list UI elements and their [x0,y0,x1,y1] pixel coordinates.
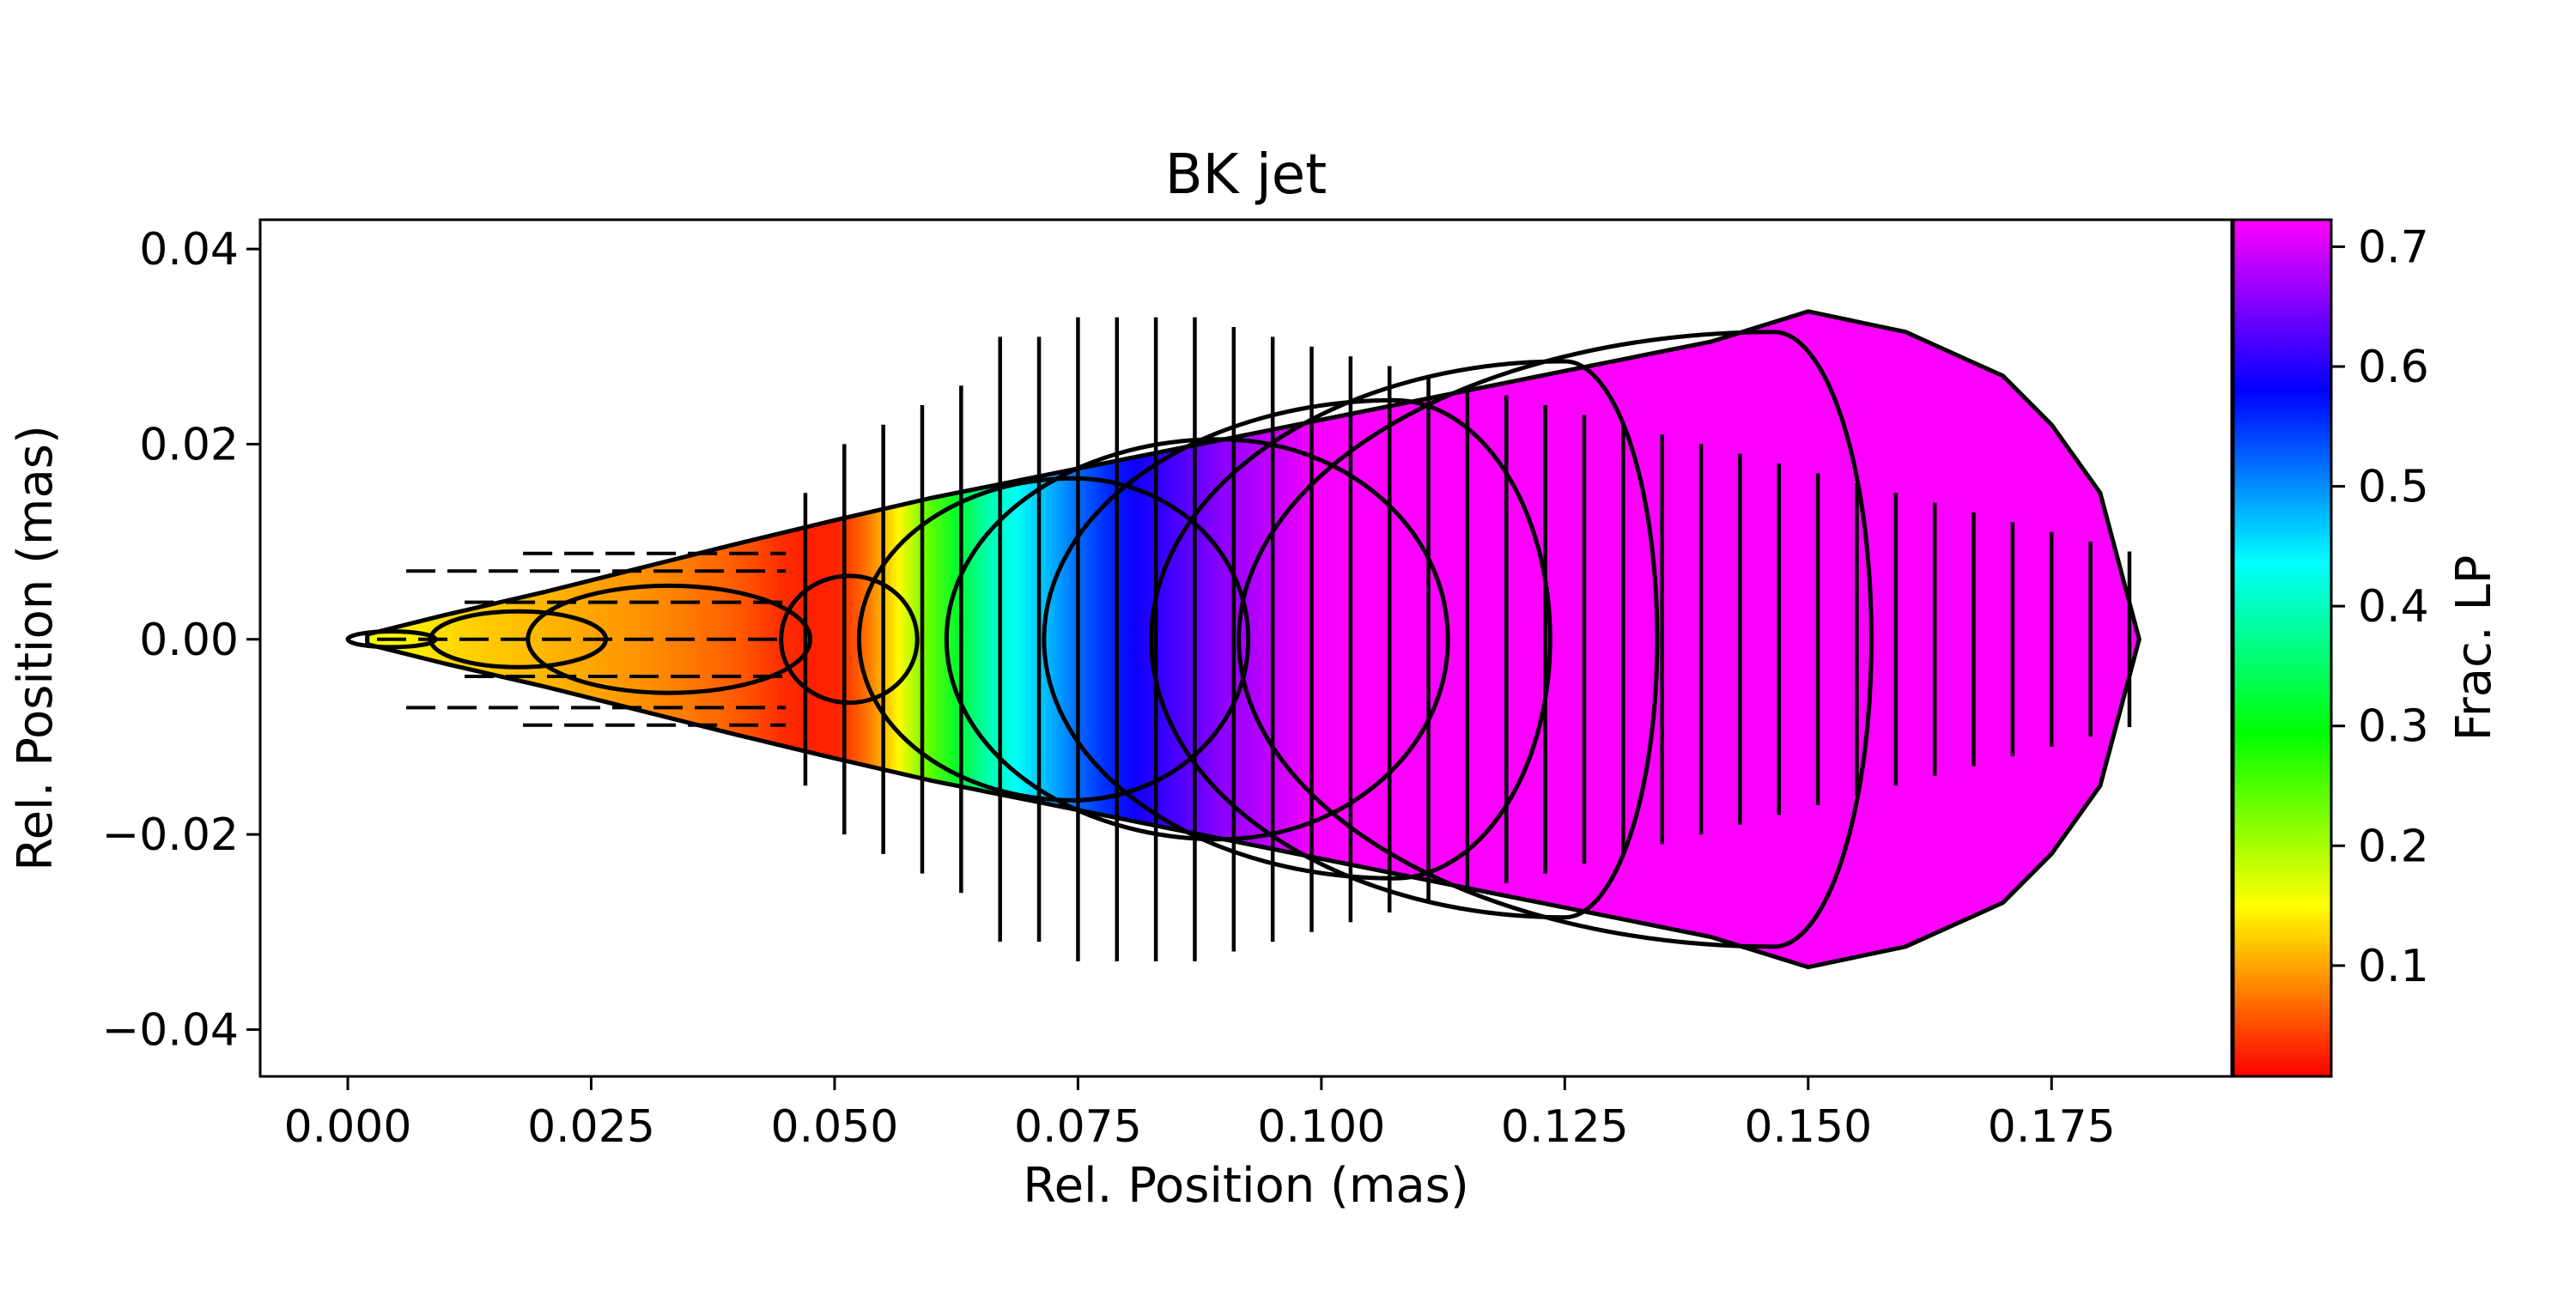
plot-area [346,309,2142,970]
intensity-contour [1150,359,1660,920]
evpa-vectors [377,317,2132,961]
colorbar-tick-label: 0.6 [2358,342,2429,393]
x-axis-ticks: 0.000 0.025 0.050 0.075 0.100 0.125 0.150 0.175 [284,1076,2116,1153]
intensity-contour [428,609,608,670]
intensity-contours [346,332,1871,947]
y-axis-label: Rel. Position (mas) [8,425,64,871]
x-tick-label: 0.175 [1988,1101,2116,1153]
x-axis-label: Rel. Position (mas) [1023,1158,1469,1214]
intensity-contour [779,573,920,706]
colorbar-tick-label: 0.3 [2358,701,2429,753]
x-tick-label: 0.150 [1744,1101,1872,1153]
colorbar-tick-label: 0.7 [2358,221,2429,273]
intensity-contour [944,437,1450,842]
intensity-contour [346,629,438,650]
plot-frame [258,218,2233,1078]
y-tick-label: 0.02 [139,419,239,470]
intensity-contour [1042,397,1552,881]
y-tick-label: −0.02 [102,809,239,861]
y-tick-label: −0.04 [102,1004,239,1056]
y-tick-label: 0.04 [139,224,239,276]
x-tick-label: 0.075 [1014,1101,1142,1153]
colorbar-ticks: 0.1 0.2 0.3 0.4 0.5 0.6 0.7 [2331,221,2429,992]
colorbar-tick-label: 0.5 [2358,462,2429,513]
intensity-contour [856,476,1251,803]
x-tick-label: 0.000 [284,1101,412,1153]
colorbar [2232,218,2333,1078]
y-axis-ticks: 0.04 0.02 0.00 −0.02 −0.04 [102,224,260,1056]
colorbar-tick-label: 0.2 [2358,821,2429,872]
x-tick-label: 0.050 [771,1101,899,1153]
jet-boundary-contour [365,309,2142,970]
colorbar-tick-label: 0.4 [2358,581,2429,633]
x-tick-label: 0.100 [1257,1101,1385,1153]
colorbar-label: Frac. LP [2446,555,2502,742]
x-tick-label: 0.025 [527,1101,655,1153]
y-tick-label: 0.00 [139,615,239,666]
colorbar-tick-label: 0.1 [2358,941,2429,992]
x-tick-label: 0.125 [1501,1101,1629,1153]
chart-title: BK jet [1165,143,1327,207]
